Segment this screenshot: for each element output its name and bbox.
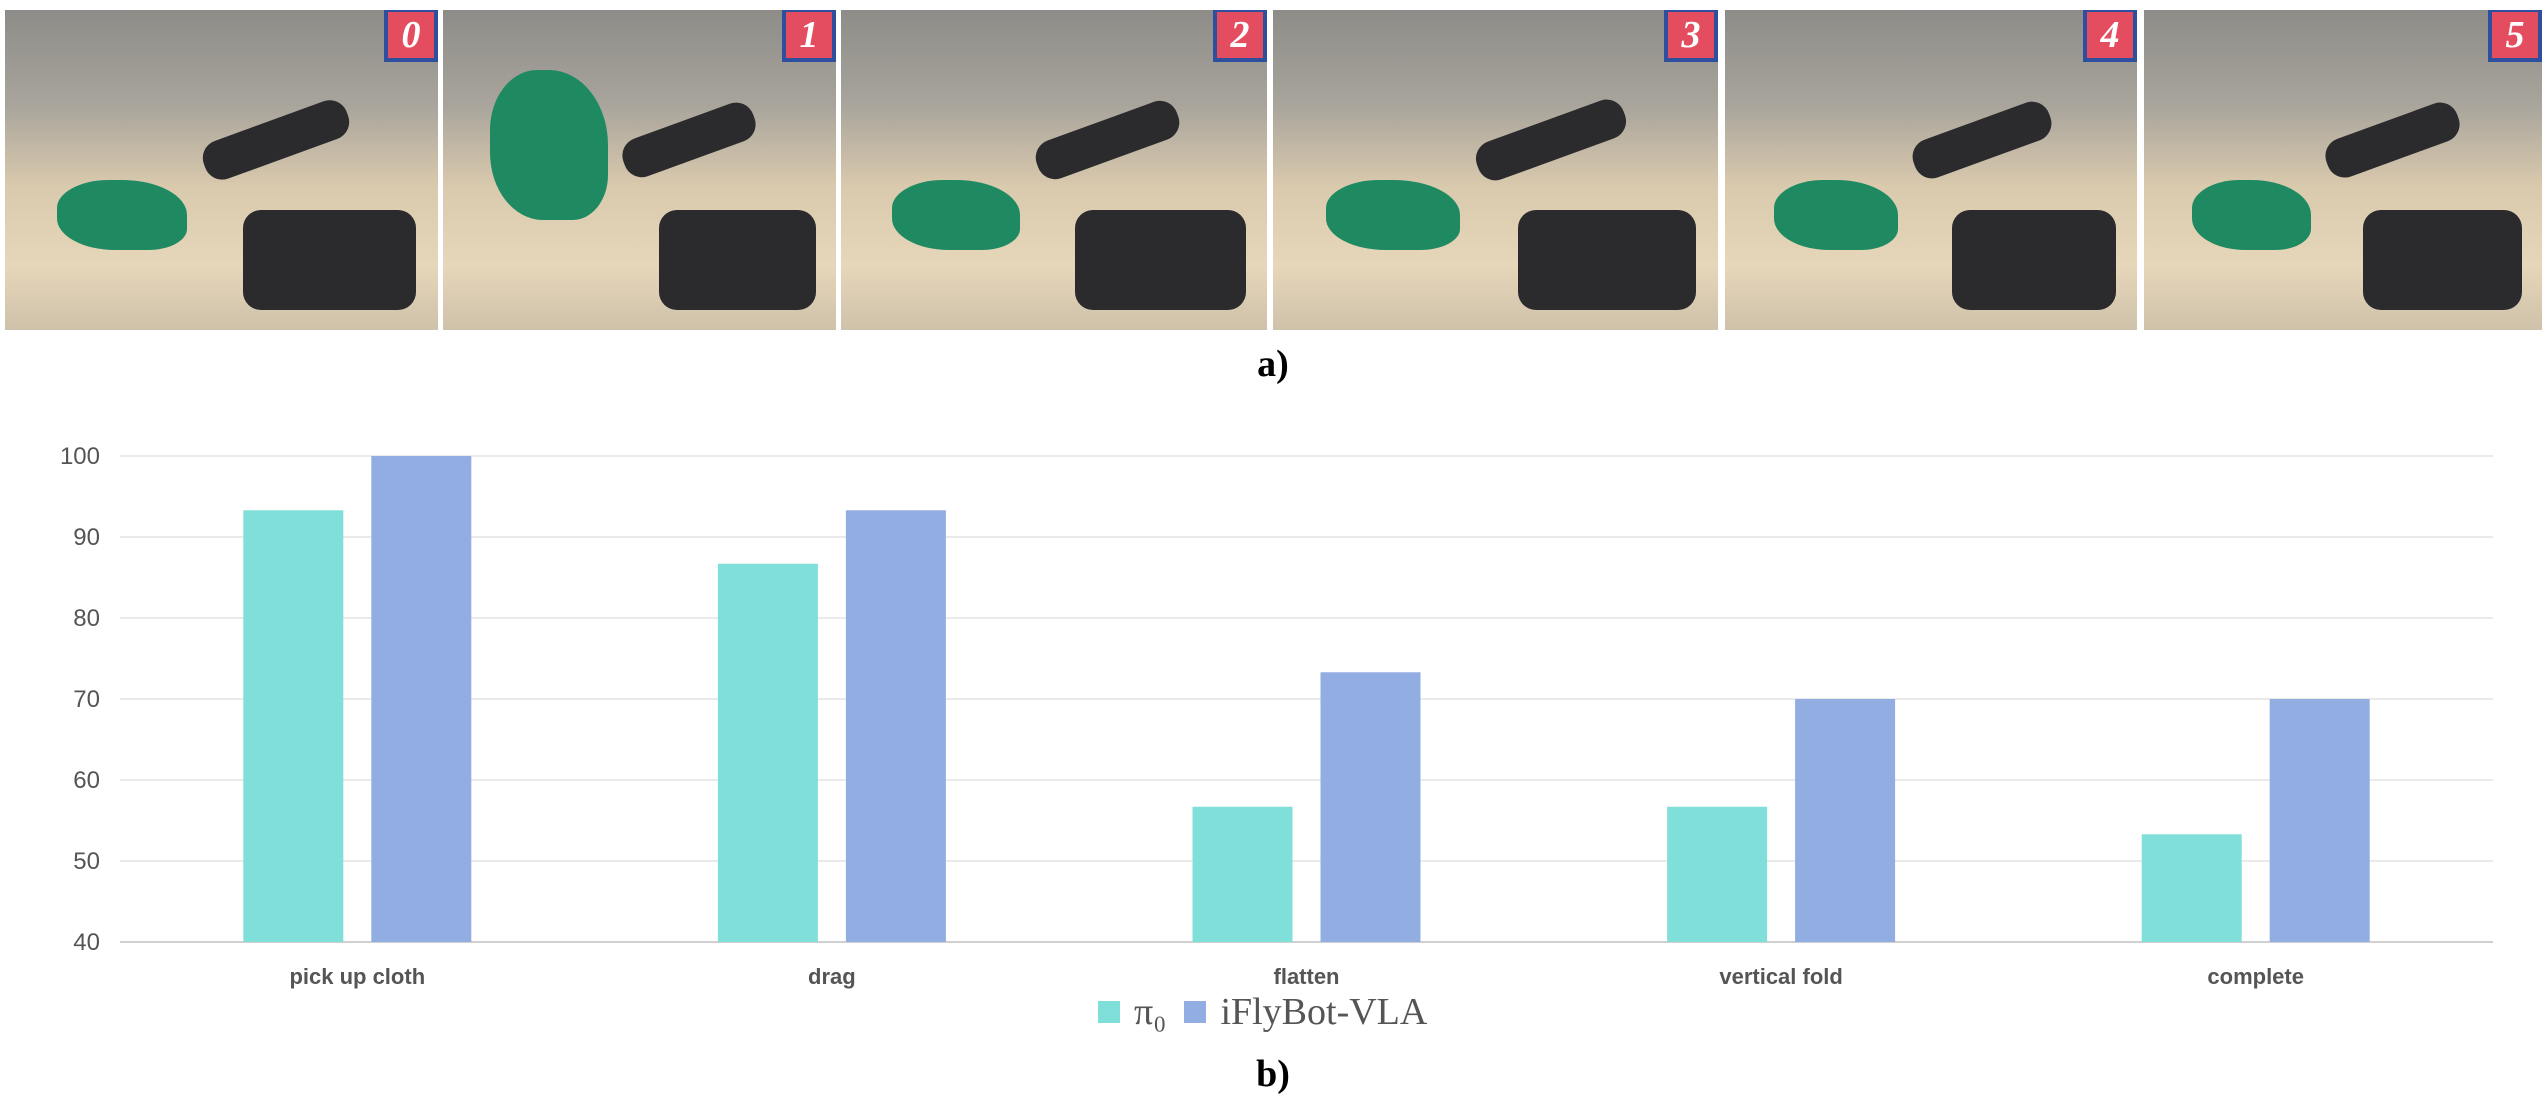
robot-base: [1951, 210, 2117, 310]
bar-iflybot: [845, 510, 946, 942]
step-badge: 1: [782, 10, 836, 62]
y-tick-label: 50: [73, 848, 100, 875]
robot-base: [243, 210, 417, 310]
legend-label-iflybot: iFlyBot-VLA: [1220, 991, 1428, 1033]
legend-swatch-pi0: [1098, 1001, 1120, 1023]
x-tick-label: complete: [2207, 964, 2304, 989]
cloth: [1774, 180, 1899, 250]
photo-step-5: 5: [2144, 10, 2542, 330]
photo-step-4: 4: [1725, 10, 2137, 330]
bar-pi0: [1667, 806, 1768, 942]
bar-iflybot: [1795, 699, 1896, 942]
y-tick-label: 70: [73, 686, 100, 713]
bar-pi0: [717, 563, 818, 942]
legend-label-pi0: π₀: [1134, 991, 1167, 1033]
photo-step-3: 3: [1273, 10, 1718, 330]
legend-swatch-iflybot: [1184, 1001, 1207, 1023]
bar-iflybot: [2269, 699, 2370, 942]
robot-base: [2362, 210, 2523, 310]
photo-step-2: 2: [841, 10, 1267, 330]
robot-base: [659, 210, 817, 310]
panel-b-label: b): [1256, 1053, 1290, 1095]
step-badge: 3: [1664, 10, 1718, 62]
y-tick-label: 90: [73, 524, 100, 551]
cloth: [1326, 180, 1460, 250]
step-badge: 0: [384, 10, 438, 62]
x-tick-label: vertical fold: [1719, 964, 1842, 989]
panel-a-label: a): [1257, 343, 1289, 385]
photo-step-1: 1: [443, 10, 836, 330]
step-badge: 2: [1213, 10, 1267, 62]
robot-base: [1517, 210, 1696, 310]
cloth: [892, 180, 1020, 250]
bar-iflybot: [371, 456, 472, 942]
bar-iflybot: [1320, 672, 1421, 942]
y-tick-label: 100: [60, 443, 100, 470]
y-tick-label: 40: [73, 929, 100, 956]
cloth: [2191, 180, 2312, 250]
y-tick-label: 60: [73, 767, 100, 794]
robot-base: [1075, 210, 1246, 310]
photo-step-0: 0: [5, 10, 438, 330]
bar-pi0: [243, 510, 344, 942]
step-badge: 5: [2488, 10, 2542, 62]
legend: π₀ iFlyBot-VLA: [1098, 990, 1427, 1034]
x-tick-label: drag: [808, 964, 856, 989]
step-badge: 4: [2083, 10, 2137, 62]
cloth: [56, 180, 187, 250]
bar-pi0: [1192, 806, 1293, 942]
x-tick-label: pick up cloth: [289, 964, 425, 989]
y-tick-label: 80: [73, 605, 100, 632]
x-tick-label: flatten: [1274, 964, 1340, 989]
cloth: [490, 70, 609, 220]
bar-pi0: [2141, 834, 2242, 942]
